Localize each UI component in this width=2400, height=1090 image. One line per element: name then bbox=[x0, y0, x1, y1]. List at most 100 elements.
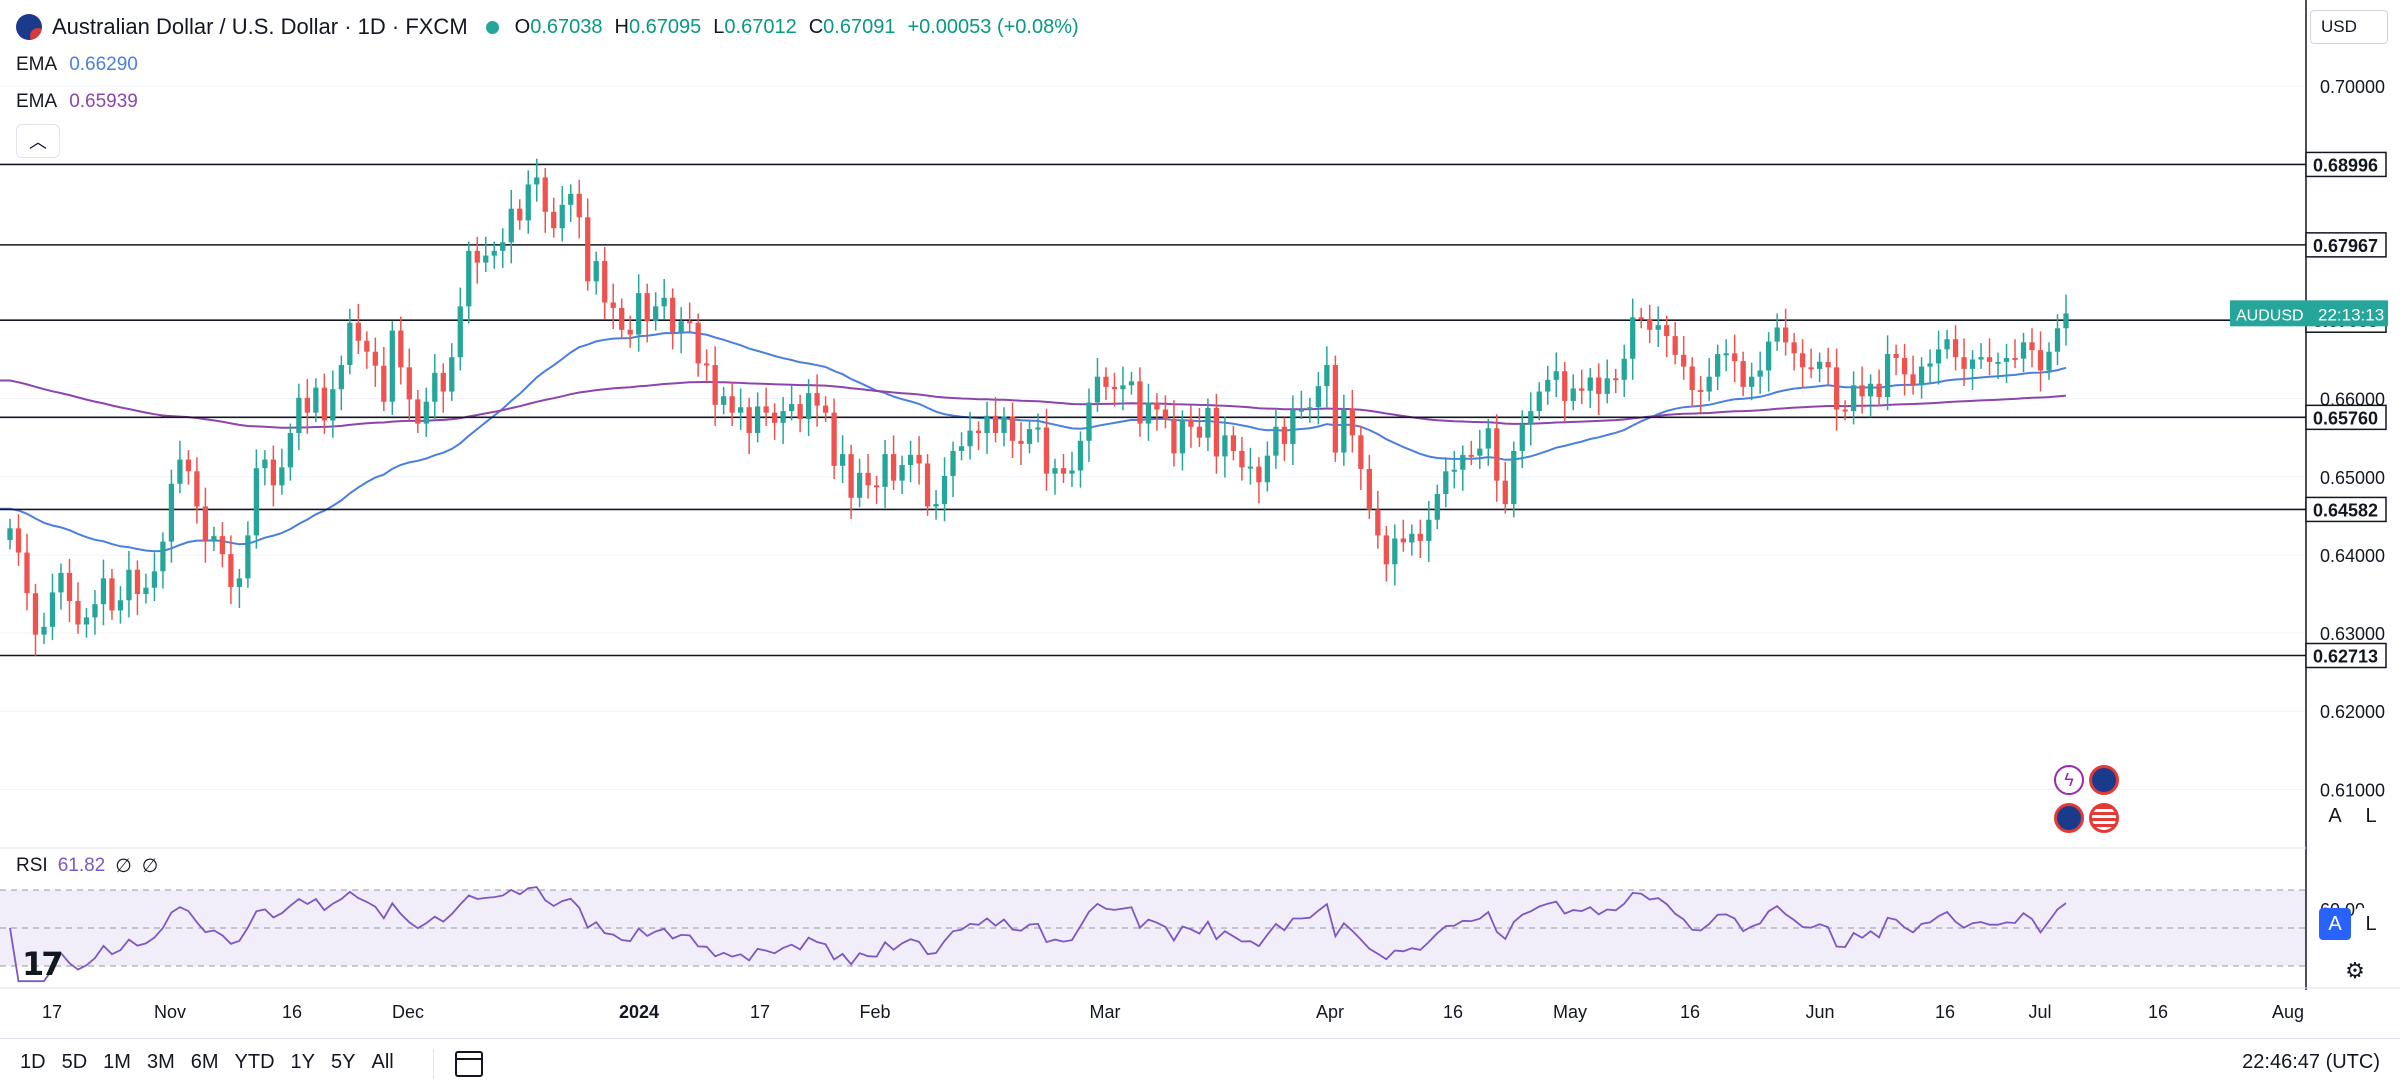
candle-body bbox=[2037, 350, 2044, 371]
candle bbox=[1128, 372, 1135, 395]
candle-body bbox=[1570, 388, 1576, 401]
candle-body bbox=[780, 411, 786, 423]
price-tick-label: 0.62000 bbox=[2320, 702, 2385, 722]
candle bbox=[1715, 344, 1721, 391]
calendar-icon[interactable] bbox=[455, 1051, 483, 1077]
candle-body bbox=[568, 193, 574, 205]
candle-body bbox=[109, 578, 115, 611]
candle-body bbox=[805, 393, 812, 419]
rsi-legend[interactable]: RSI 61.82 ∅ ∅ bbox=[16, 855, 158, 878]
candle-body bbox=[551, 211, 557, 229]
candle-body bbox=[517, 208, 523, 221]
candle-body bbox=[262, 459, 268, 469]
candle bbox=[1783, 308, 1789, 356]
auto-scale-button[interactable]: A bbox=[2319, 800, 2351, 832]
collapse-legend-button[interactable]: ︿ bbox=[16, 124, 60, 158]
time-tick-label: 2024 bbox=[619, 1002, 659, 1022]
candle bbox=[602, 246, 608, 320]
candle bbox=[134, 560, 141, 616]
candle-body bbox=[211, 536, 217, 542]
candle bbox=[873, 475, 880, 505]
candle bbox=[1833, 348, 1840, 431]
rsi-value: 61.82 bbox=[57, 855, 106, 876]
range-3m[interactable]: 3M bbox=[146, 1051, 175, 1073]
range-1m[interactable]: 1M bbox=[103, 1051, 131, 1073]
open-label: O bbox=[514, 15, 531, 38]
candle-body bbox=[848, 454, 854, 498]
candle bbox=[1434, 484, 1440, 530]
candle-body bbox=[415, 399, 421, 424]
candle-body bbox=[958, 446, 965, 451]
market-status-icon[interactable] bbox=[485, 20, 499, 34]
candle-body bbox=[984, 415, 990, 433]
range-6m[interactable]: 6M bbox=[190, 1051, 219, 1073]
candle bbox=[491, 241, 497, 269]
candle bbox=[1519, 410, 1525, 469]
candle bbox=[1842, 400, 1848, 421]
candle-body bbox=[941, 475, 948, 505]
candle-body bbox=[1536, 391, 1542, 412]
rsi-log-scale-button[interactable]: L bbox=[2355, 908, 2387, 940]
candle-body bbox=[788, 404, 795, 412]
indicator-ema-slow[interactable]: EMA 0.65939 bbox=[16, 91, 138, 113]
candle-body bbox=[1630, 317, 1636, 359]
candle-body bbox=[1281, 426, 1288, 444]
event-au-flag-icon[interactable] bbox=[2089, 765, 2119, 795]
range-all[interactable]: All bbox=[371, 1051, 394, 1073]
price-tick-label: 0.66000 bbox=[2320, 390, 2385, 410]
candle-body bbox=[1816, 361, 1823, 369]
candle-body bbox=[1519, 424, 1525, 451]
log-scale-button[interactable]: L bbox=[2355, 800, 2387, 832]
candle-body bbox=[440, 372, 446, 392]
time-tick-label: May bbox=[1553, 1002, 1587, 1022]
settings-gear-icon[interactable]: ⚙ bbox=[2345, 958, 2365, 983]
range-ytd[interactable]: YTD bbox=[234, 1051, 275, 1073]
candle bbox=[1570, 374, 1576, 411]
candle-body bbox=[1850, 385, 1857, 412]
candle bbox=[1986, 338, 1993, 376]
candle-body bbox=[1655, 325, 1661, 330]
candle bbox=[1460, 445, 1466, 491]
time-axis[interactable]: 17 Nov 16 Dec 2024 17 Feb Mar Apr 16 May 16 Jun 16 Jul… bbox=[42, 1002, 2304, 1022]
candle bbox=[1689, 357, 1695, 408]
candle-body bbox=[636, 293, 642, 335]
candle bbox=[771, 403, 778, 441]
symbol-title[interactable]: Australian Dollar / U.S. Dollar · 1D · F… bbox=[52, 14, 468, 39]
horizontal-levels[interactable] bbox=[0, 163, 2306, 657]
currency-select[interactable]: USD bbox=[2310, 10, 2388, 44]
range-5y[interactable]: 5Y bbox=[331, 1051, 356, 1073]
range-5d[interactable]: 5D bbox=[61, 1051, 88, 1073]
event-bolt-icon[interactable]: ϟ bbox=[2054, 765, 2084, 795]
price-axis[interactable]: 0.70000 0.66000 0.65000 0.64000 0.63000 0.620… bbox=[0, 0, 2400, 990]
candle-body bbox=[228, 554, 234, 587]
candle-body bbox=[1417, 533, 1423, 541]
candle-body bbox=[1196, 426, 1203, 438]
indicator-ema-fast[interactable]: EMA 0.66290 bbox=[16, 54, 138, 76]
candle-body bbox=[24, 552, 30, 594]
candle bbox=[619, 298, 625, 340]
candle-body bbox=[296, 397, 302, 433]
candle-body bbox=[2046, 351, 2052, 371]
candle bbox=[474, 236, 480, 284]
candle-body bbox=[2029, 342, 2035, 351]
candle-body bbox=[1400, 538, 1406, 543]
rsi-auto-scale-button[interactable]: A bbox=[2319, 908, 2351, 940]
candle-body bbox=[1043, 427, 1050, 474]
candle bbox=[1825, 347, 1831, 385]
candle-body bbox=[1494, 428, 1500, 481]
candle-body bbox=[1052, 468, 1058, 474]
range-1y[interactable]: 1Y bbox=[290, 1051, 316, 1073]
candle-body bbox=[1766, 341, 1772, 371]
utc-clock[interactable]: 22:46:47 (UTC) bbox=[2242, 1051, 2380, 1073]
candle-body bbox=[1715, 354, 1721, 377]
candle-body bbox=[627, 329, 633, 335]
range-1d[interactable]: 1D bbox=[20, 1051, 46, 1073]
event-us-flag-icon[interactable] bbox=[2089, 803, 2119, 833]
event-au-flag-icon[interactable] bbox=[2054, 803, 2084, 833]
candle bbox=[202, 487, 209, 563]
candle-body bbox=[449, 357, 455, 392]
candle-body bbox=[771, 412, 778, 423]
candle bbox=[1562, 361, 1568, 423]
tradingview-logo-icon[interactable]: 17 bbox=[22, 945, 63, 983]
